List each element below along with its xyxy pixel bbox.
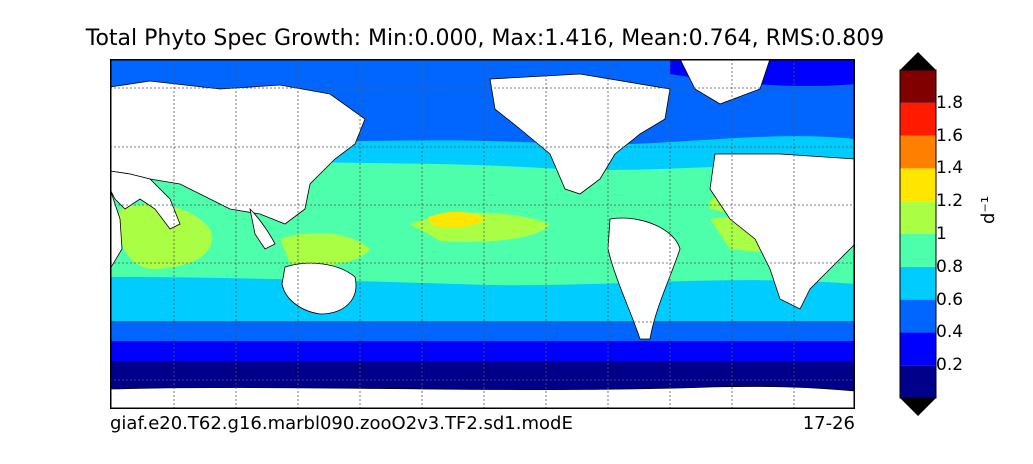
colorbar-extend-high [900,52,936,70]
colorbar-unit: d⁻¹ [978,195,999,224]
patch-yg-indonesia [280,233,370,266]
colorbar-extend-low [900,398,936,416]
land-south-america [607,217,681,340]
colorbar-swatch-3 [900,266,936,300]
patch-y-pacific [428,211,485,228]
colorbar-tick-label: 1 [936,224,947,244]
map-border [110,59,855,409]
colorbar-swatch-1 [900,332,936,366]
land-masses [110,59,855,409]
colorbar-swatch-4 [900,234,936,267]
colorbar-tick-label: 1.8 [936,92,964,113]
land-antarctica [110,386,855,409]
colorbar [898,52,938,416]
graticule [110,59,855,409]
date-range-caption: 17-26 [802,413,855,434]
patch-yg-indian [118,204,212,269]
land-greenland [679,59,771,105]
colorbar-swatch-8 [900,102,936,136]
colorbar-border [899,69,937,399]
colorbar-tick-label: 1.4 [936,158,964,179]
land-africa-east [110,188,123,270]
colorbar-tick-label: 0.2 [936,355,964,376]
land-africa [709,153,855,310]
colorbar-swatch-0 [900,365,936,398]
colorbar-swatch-6 [900,168,936,202]
run-name-caption: giaf.e20.T62.g16.marbl090.zooO2v3.TF2.sd… [110,413,573,434]
colorbar-swatch-2 [900,299,936,333]
map-svg [110,59,855,409]
map-title: Total Phyto Spec Growth: Min:0.000, Max:… [85,26,885,51]
colorbar-tick-label: 0.8 [936,256,964,277]
land-southeast-asia [249,207,276,250]
land-india-arabia [110,170,181,230]
colorbar-swatch-5 [900,201,936,234]
land-australia [281,262,357,315]
colorbar-swatch-7 [900,135,936,169]
colorbar-svg [899,52,937,416]
colorbar-tick-label: 1.2 [936,191,964,212]
colorbar-swatch-9 [900,70,936,103]
colorbar-tick-label: 1.6 [936,125,964,146]
map-panel [110,59,855,409]
ocean-band-3 [110,319,855,341]
colorbar-tick-label: 0.6 [936,289,964,310]
colorbar-tick-label: 0.4 [936,322,964,343]
ocean-band-2 [110,339,855,361]
